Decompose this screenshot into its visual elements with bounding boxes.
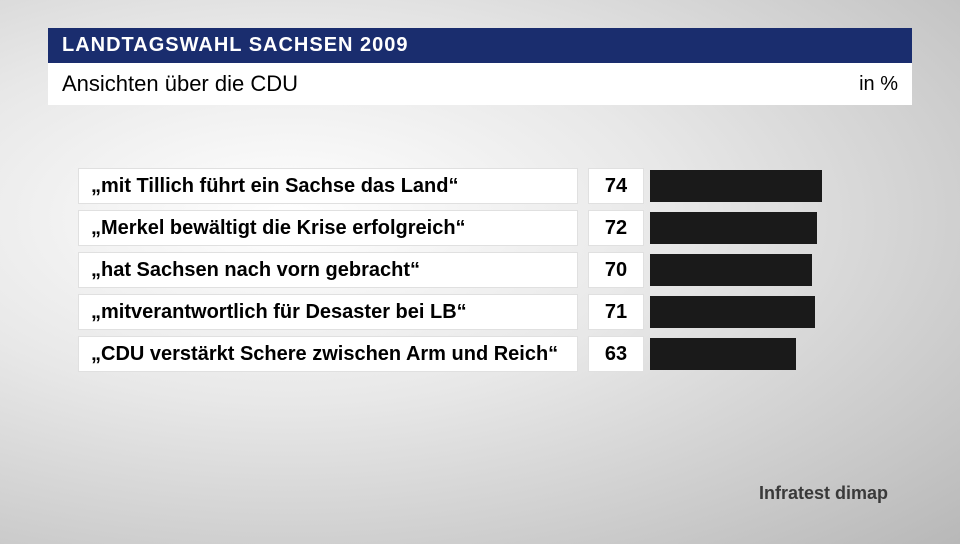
- chart-area: „mit Tillich führt ein Sachse das Land“ …: [78, 168, 882, 378]
- bar-container: [650, 168, 882, 204]
- chart-row: „mitverantwortlich für Desaster bei LB“ …: [78, 294, 882, 330]
- bar-container: [650, 210, 882, 246]
- chart-row: „Merkel bewältigt die Krise erfolgreich“…: [78, 210, 882, 246]
- chart-row: „mit Tillich führt ein Sachse das Land“ …: [78, 168, 882, 204]
- bar: [650, 170, 822, 202]
- row-value: 63: [588, 336, 644, 372]
- bar-container: [650, 294, 882, 330]
- row-value: 72: [588, 210, 644, 246]
- bar: [650, 254, 812, 286]
- header-banner: LANDTAGSWAHL SACHSEN 2009: [48, 28, 912, 63]
- header-container: LANDTAGSWAHL SACHSEN 2009 Ansichten über…: [48, 28, 912, 105]
- chart-title: Ansichten über die CDU: [62, 71, 298, 97]
- row-label: „hat Sachsen nach vorn gebracht“: [78, 252, 578, 288]
- row-label: „Merkel bewältigt die Krise erfolgreich“: [78, 210, 578, 246]
- row-label: „CDU verstärkt Schere zwischen Arm und R…: [78, 336, 578, 372]
- source-attribution: Infratest dimap: [759, 483, 888, 504]
- row-value: 71: [588, 294, 644, 330]
- bar-container: [650, 336, 882, 372]
- subheader: Ansichten über die CDU in %: [48, 63, 912, 105]
- row-value: 70: [588, 252, 644, 288]
- bar-container: [650, 252, 882, 288]
- bar: [650, 296, 815, 328]
- row-value: 74: [588, 168, 644, 204]
- bar: [650, 212, 817, 244]
- chart-row: „CDU verstärkt Schere zwischen Arm und R…: [78, 336, 882, 372]
- bar: [650, 338, 796, 370]
- row-label: „mit Tillich führt ein Sachse das Land“: [78, 168, 578, 204]
- unit-label: in %: [859, 73, 898, 96]
- chart-row: „hat Sachsen nach vorn gebracht“ 70: [78, 252, 882, 288]
- row-label: „mitverantwortlich für Desaster bei LB“: [78, 294, 578, 330]
